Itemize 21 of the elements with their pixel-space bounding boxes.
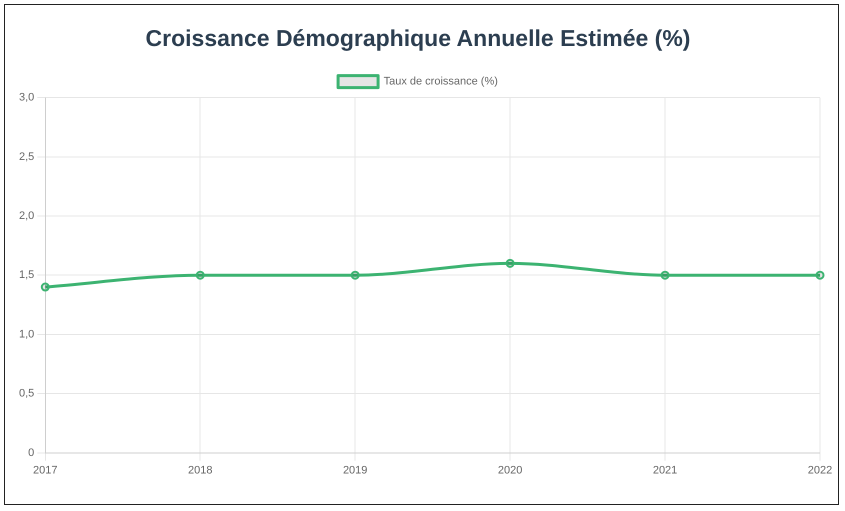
y-tick-label: 1,5 (18, 269, 34, 282)
y-tick-label: 2,5 (18, 150, 34, 163)
legend-label: Taux de croissance (%) (384, 76, 498, 88)
point (660, 270, 670, 280)
x-tick-label: 2021 (652, 464, 678, 476)
y-tick-label: 1,0 (18, 328, 34, 340)
y-tick-label: 0 (28, 446, 34, 459)
point (350, 270, 360, 280)
x-tick-label: 2017 (33, 464, 58, 476)
chart-title: Croissance Démographique Annuelle Estimée (%) (146, 25, 690, 52)
y-tick-label: 3,0 (18, 92, 34, 104)
x-tick-label: 2019 (342, 464, 368, 476)
y-tick-label: 2,0 (18, 210, 34, 222)
y-tick-label: 0,5 (18, 388, 34, 400)
x-tick-label: 2022 (808, 464, 832, 476)
x-tick-label: 2018 (188, 464, 212, 476)
point (196, 270, 205, 280)
point (816, 270, 824, 280)
point (40, 282, 50, 292)
x-tick-label: 2020 (498, 464, 522, 476)
point (506, 258, 515, 268)
